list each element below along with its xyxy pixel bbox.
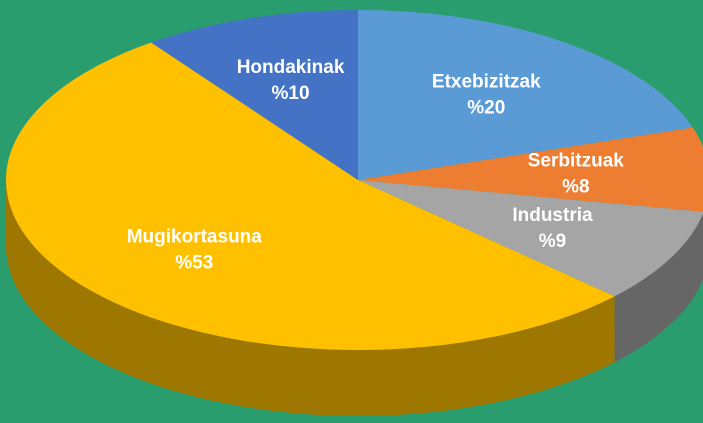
slice xyxy=(358,10,693,180)
slice xyxy=(358,180,703,297)
slice-value-label: %53 xyxy=(175,253,213,274)
slice xyxy=(358,127,703,212)
slice xyxy=(151,10,358,180)
slice-side xyxy=(6,180,615,416)
slice-label: Mugikortasuna xyxy=(127,227,263,248)
slice xyxy=(6,42,615,350)
slice-value-label: %8 xyxy=(562,176,589,197)
slice-label: Hondakinak xyxy=(237,57,345,78)
slice-side xyxy=(614,213,703,363)
slice-value-label: %9 xyxy=(539,231,566,252)
slice-label: Industria xyxy=(512,205,593,226)
slice-label: Serbitzuak xyxy=(528,150,625,171)
slice-value-label: %20 xyxy=(467,98,505,119)
slice-label: Etxebizitzak xyxy=(432,72,541,93)
slice-value-label: %10 xyxy=(272,83,310,104)
